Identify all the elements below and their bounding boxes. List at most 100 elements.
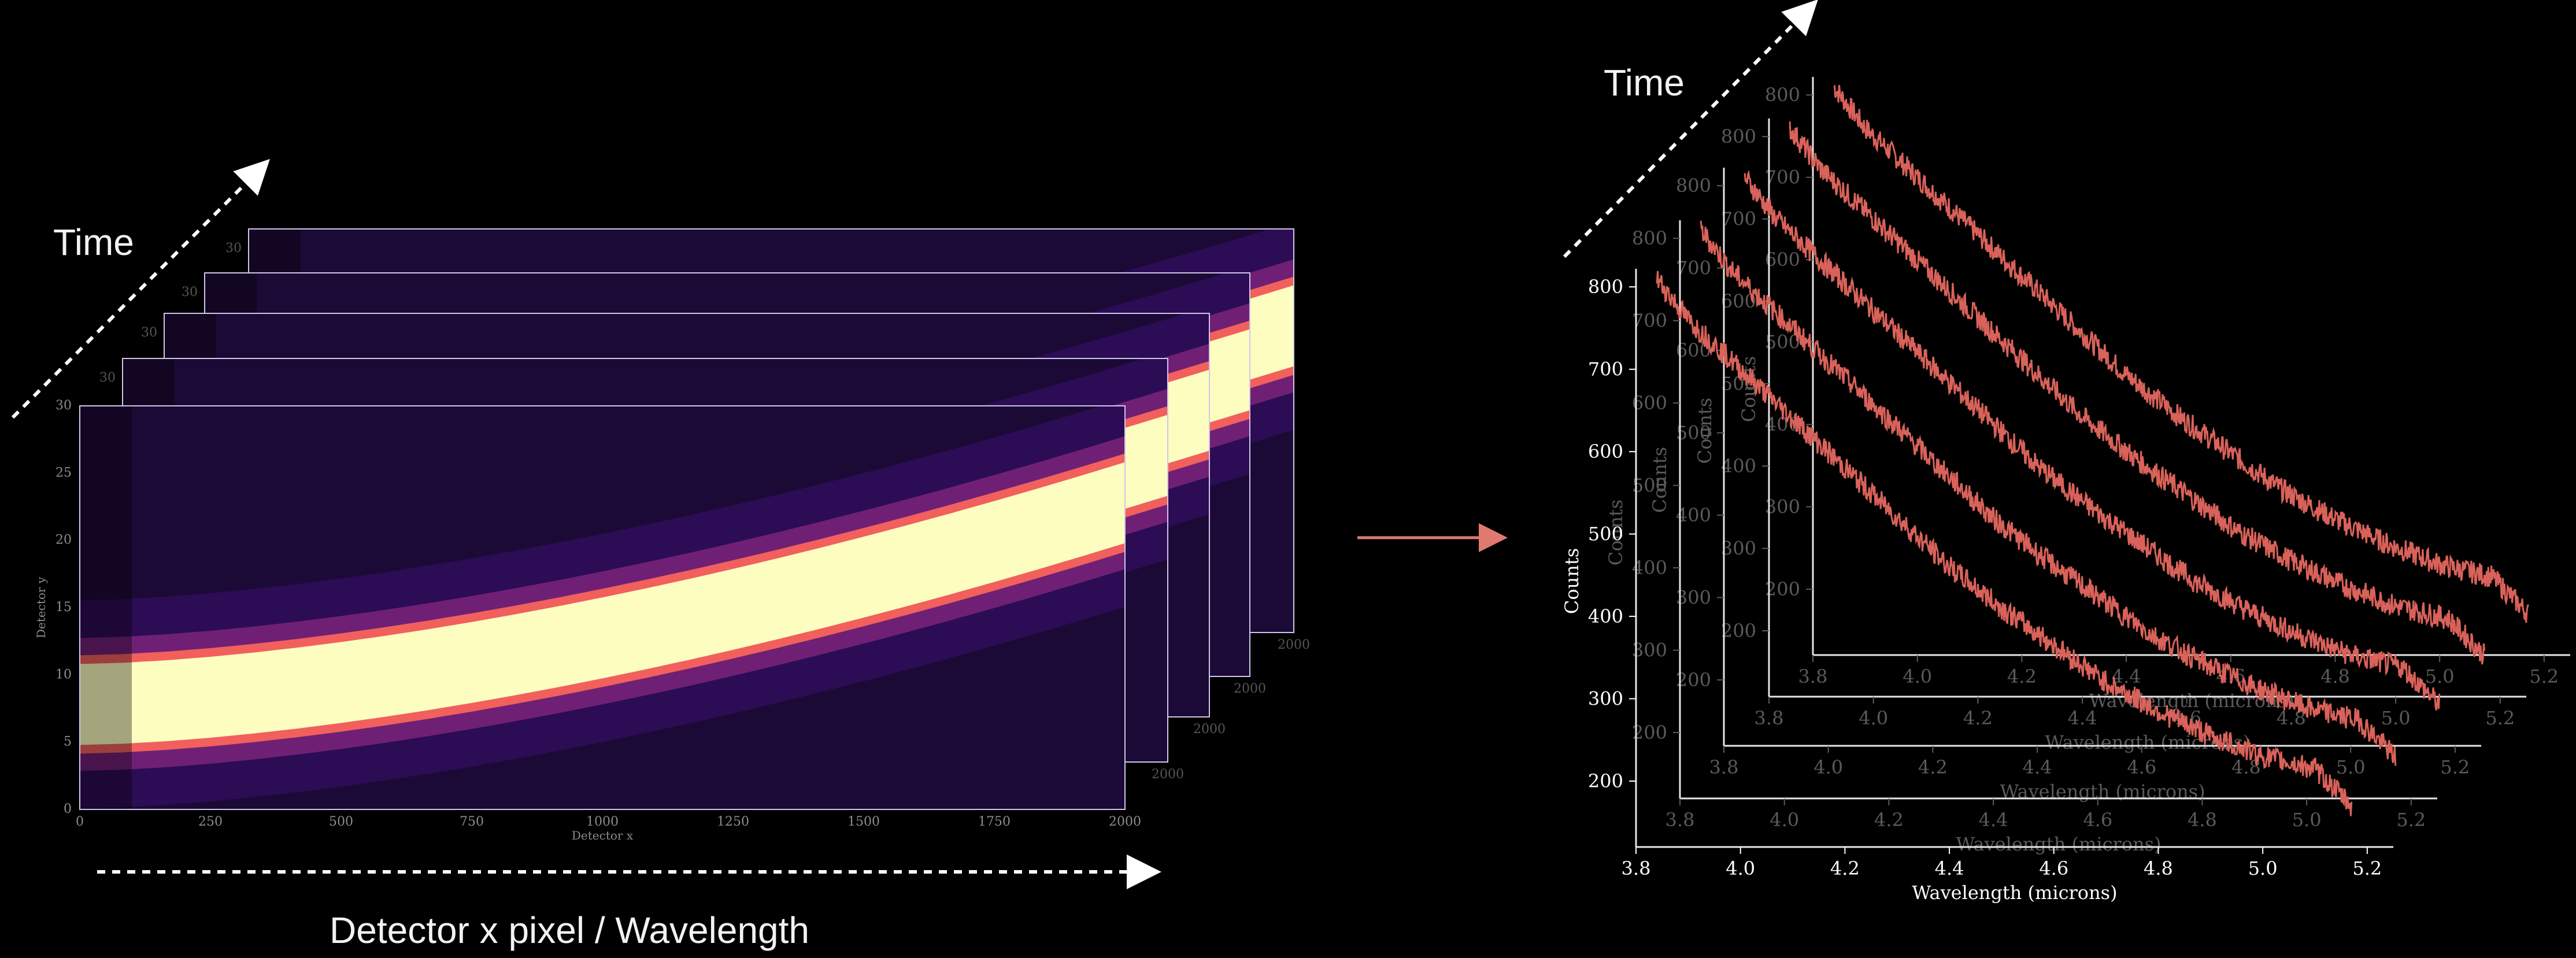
- image-y-tick-label: 15: [55, 600, 72, 615]
- y-tick-label: 700: [1632, 310, 1667, 332]
- y-tick-label: 600: [1765, 249, 1800, 271]
- x-tick-label: 4.6: [2083, 809, 2112, 831]
- x-tick-label: 5.2: [2440, 756, 2470, 778]
- x-tick-label: 4.6: [2127, 756, 2156, 778]
- image-y-axis-label: Detector y: [34, 576, 48, 638]
- y-tick-label: 500: [1676, 422, 1711, 444]
- x-axis-label: Wavelength (microns): [1912, 882, 2117, 904]
- image-x-tick-label: 2000: [1278, 638, 1310, 652]
- y-tick-label: 300: [1676, 587, 1711, 609]
- x-tick-label: 3.8: [1798, 665, 1828, 687]
- y-tick-label: 300: [1632, 639, 1667, 661]
- left-time-arrow: [11, 158, 270, 419]
- x-tick-label: 4.8: [2188, 809, 2217, 831]
- x-tick-label: 4.2: [1874, 809, 1904, 831]
- x-tick-label: 3.8: [1622, 857, 1651, 879]
- detector-frame: 0 250 500 750 1000 1250 1500 1750 2000 0 5 10 15 20 25…: [34, 398, 1141, 842]
- y-axis-label: Counts: [1649, 447, 1671, 513]
- x-tick-label: 3.8: [1665, 809, 1695, 831]
- x-tick-label: 5.0: [2336, 756, 2366, 778]
- y-axis-label: Counts: [1694, 398, 1716, 464]
- x-tick-label: 4.4: [2112, 665, 2141, 687]
- image-x-tick-label: 0: [76, 815, 84, 829]
- image-x-tick-label: 2000: [1234, 682, 1266, 696]
- x-tick-label: 5.0: [2381, 707, 2411, 729]
- y-tick-label: 400: [1721, 455, 1756, 477]
- image-y-tick-label: 20: [55, 533, 72, 548]
- x-tick-label: 4.4: [1979, 809, 2008, 831]
- spectrum-line: [1789, 121, 2486, 665]
- image-x-tick-label: 2000: [1152, 767, 1184, 782]
- x-tick-label: 3.8: [1755, 707, 1784, 729]
- x-tick-label: 3.8: [1709, 756, 1739, 778]
- x-tick-label: 5.2: [2485, 707, 2515, 729]
- image-x-tick-label: 1500: [847, 815, 880, 829]
- y-tick-label: 300: [1588, 688, 1623, 710]
- left-time-label: Time: [53, 221, 134, 263]
- image-x-tick-label: 1000: [586, 815, 619, 829]
- x-tick-label: 4.2: [2007, 665, 2037, 687]
- spectrum-axes: 3.8 4.0 4.2 4.4 4.6 4.8 5.0 5.22003004005006007…: [1694, 119, 2526, 753]
- x-tick-label: 5.0: [2425, 665, 2455, 687]
- image-y-tick-label: 30: [55, 398, 72, 413]
- image-x-tick-label: 500: [329, 815, 353, 829]
- right-time-label: Time: [1604, 62, 1685, 103]
- x-axis-label: Wavelength (microns): [1956, 833, 2161, 855]
- image-x-tick-label: 250: [198, 815, 223, 829]
- y-axis-label: Counts: [1561, 548, 1583, 614]
- y-tick-label: 200: [1632, 722, 1667, 744]
- y-tick-label: 500: [1588, 523, 1623, 545]
- x-tick-label: 5.0: [2248, 857, 2278, 879]
- y-tick-label: 700: [1588, 358, 1623, 380]
- y-tick-label: 400: [1632, 557, 1667, 579]
- image-x-axis-label: Detector x: [572, 828, 634, 842]
- spectrum-line: [1833, 84, 2530, 623]
- y-tick-label: 600: [1632, 392, 1667, 414]
- x-tick-label: 4.0: [1770, 809, 1799, 831]
- x-tick-label: 4.2: [1830, 857, 1860, 879]
- image-y-tick-label: 10: [55, 667, 72, 682]
- y-tick-label: 800: [1676, 175, 1711, 197]
- x-axis-caption: Detector x pixel / Wavelength: [330, 909, 809, 951]
- x-tick-label: 4.8: [2320, 665, 2350, 687]
- y-tick-label: 300: [1765, 496, 1800, 518]
- x-tick-label: 4.0: [1813, 756, 1843, 778]
- x-tick-label: 5.2: [2396, 809, 2426, 831]
- y-tick-label: 800: [1588, 276, 1623, 298]
- x-tick-label: 4.4: [2068, 707, 2097, 729]
- y-tick-label: 300: [1721, 538, 1756, 560]
- y-tick-label: 200: [1765, 578, 1800, 600]
- y-axis-label: Counts: [1605, 500, 1627, 565]
- spectrum-stack: 3.8 4.0 4.2 4.4 4.6 4.8 5.0 5.2 200 300 400 500 600 7…: [1561, 0, 2570, 904]
- y-tick-label: 400: [1588, 605, 1623, 627]
- y-tick-label: 200: [1588, 770, 1623, 792]
- x-tick-label: 4.6: [2039, 857, 2068, 879]
- frame-border: [79, 405, 1126, 810]
- x-tick-label: 4.0: [1903, 665, 1932, 687]
- image-x-tick-label: 2000: [1109, 815, 1141, 829]
- y-tick-label: 200: [1721, 620, 1756, 642]
- spectrum-line: [1656, 271, 2353, 816]
- y-tick-label: 800: [1721, 125, 1756, 147]
- image-x-tick-label: 750: [460, 815, 484, 829]
- x-tick-label: 4.4: [1935, 857, 1964, 879]
- frame-left-shadow: [80, 406, 132, 809]
- y-tick-label: 700: [1676, 257, 1711, 279]
- spectrum-axes: 3.8 4.0 4.2 4.4 4.6 4.8 5.0 5.2 200 300 400 500 600 7…: [1561, 269, 2393, 904]
- detector-frame-stack: 0250500750100012501500175020003002505007…: [11, 158, 1310, 889]
- x-tick-label: 5.2: [2352, 857, 2382, 879]
- x-tick-label: 4.8: [2144, 857, 2173, 879]
- y-tick-label: 400: [1676, 504, 1711, 526]
- right-time-arrow: [1563, 0, 1818, 258]
- x-tick-label: 4.4: [2023, 756, 2052, 778]
- image-y-tick-label: 30: [225, 241, 242, 256]
- x-tick-label: 4.2: [1918, 756, 1948, 778]
- image-y-tick-label: 30: [141, 326, 157, 340]
- y-tick-label: 700: [1765, 167, 1800, 188]
- image-y-tick-label: 0: [64, 802, 72, 816]
- x-tick-label: 5.0: [2292, 809, 2322, 831]
- y-tick-label: 600: [1588, 441, 1623, 463]
- image-y-tick-label: 30: [99, 371, 116, 385]
- image-x-tick-label: 2000: [1193, 722, 1226, 737]
